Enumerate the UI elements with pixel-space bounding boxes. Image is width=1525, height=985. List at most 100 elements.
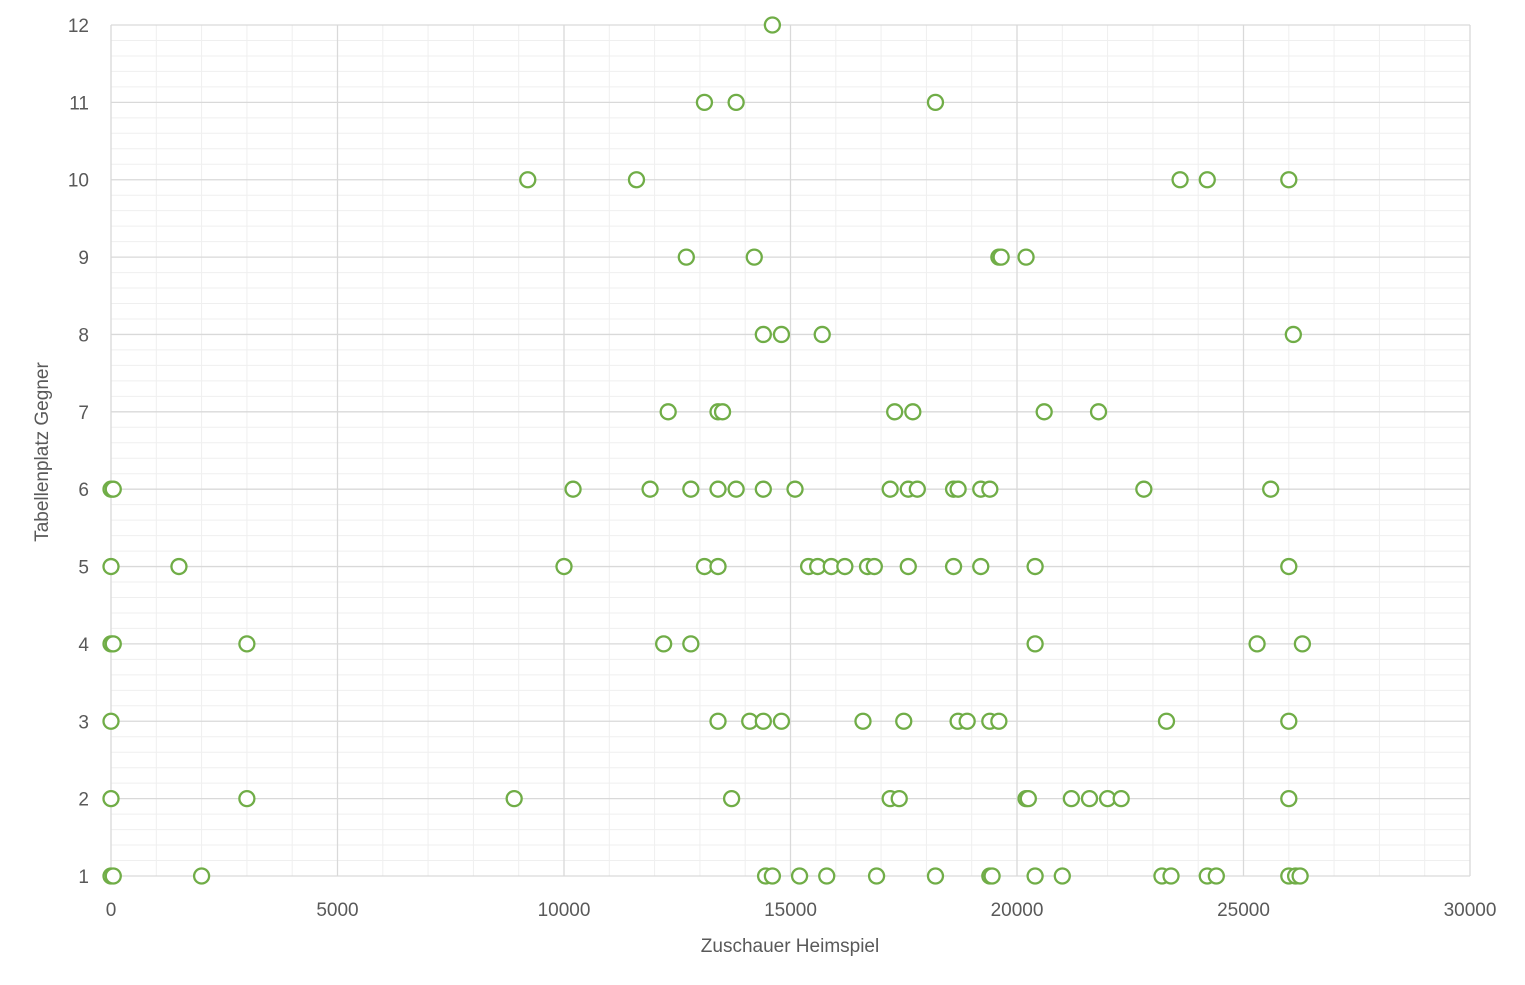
data-point (627, 171, 646, 189)
data-point (1157, 712, 1176, 730)
data-point (772, 325, 791, 344)
data-point (1089, 403, 1108, 421)
y-axis-title: Tabellenplatz Gegner (32, 362, 53, 542)
x-tick-labels: 0 5000 10000 15000 20000 25000 30000 (106, 900, 1497, 921)
data-point (818, 867, 836, 885)
y-tick-label: 1 (78, 867, 89, 888)
y-tick-label: 8 (78, 325, 89, 346)
data-point (104, 867, 122, 885)
data-point (790, 867, 809, 885)
data-point (655, 635, 673, 653)
data-point (899, 557, 917, 576)
data-point (104, 635, 122, 653)
data-point (1280, 557, 1298, 576)
data-point (102, 712, 120, 730)
data-point (990, 712, 1008, 730)
data-point (754, 712, 772, 730)
data-point (682, 480, 700, 498)
data-point (972, 557, 990, 576)
data-point (992, 248, 1010, 266)
data-point (722, 789, 741, 808)
y-tick-label: 7 (78, 403, 89, 424)
y-tick-label: 9 (78, 248, 89, 269)
data-point (1017, 248, 1035, 266)
y-tick-label: 2 (78, 790, 89, 811)
y-tick-label: 12 (68, 16, 89, 37)
data-point (1198, 171, 1216, 189)
data-point (1026, 867, 1044, 885)
data-point (763, 867, 782, 885)
data-point (926, 93, 945, 112)
data-point (505, 789, 523, 808)
data-point (1291, 867, 1309, 885)
data-point (908, 480, 926, 498)
data-point (709, 480, 727, 498)
data-point (867, 867, 886, 885)
x-tick-label: 15000 (764, 900, 817, 921)
x-tick-label: 30000 (1444, 900, 1497, 921)
data-point (102, 789, 120, 808)
x-axis-title: Zuschauer Heimspiel (701, 936, 879, 957)
data-point (983, 867, 1001, 885)
data-point (836, 557, 854, 576)
data-point (695, 93, 714, 112)
data-point (713, 403, 732, 421)
data-point (1293, 635, 1312, 653)
data-point (786, 480, 804, 498)
grid-layer (110, 24, 1471, 877)
data-point (564, 480, 582, 498)
data-point (238, 635, 256, 653)
x-tick-label: 20000 (991, 900, 1044, 921)
data-point (1026, 635, 1044, 653)
data-point (1284, 325, 1302, 344)
data-point (641, 480, 659, 498)
data-point (1135, 480, 1153, 498)
data-point (1207, 867, 1225, 885)
data-point (854, 712, 872, 730)
data-point (519, 171, 537, 189)
data-point (1171, 171, 1189, 189)
data-point (763, 16, 782, 34)
data-point (754, 325, 772, 344)
x-tick-label: 0 (106, 900, 117, 921)
data-point (944, 557, 963, 576)
data-point (1062, 789, 1081, 808)
data-point (192, 867, 211, 885)
data-point (709, 712, 727, 730)
data-point (682, 635, 700, 653)
data-point (881, 480, 899, 498)
data-point (709, 557, 727, 576)
data-point (659, 403, 677, 421)
data-point (981, 480, 999, 498)
data-point (813, 325, 831, 344)
data-point (745, 248, 763, 266)
data-point (1280, 789, 1298, 808)
data-point (949, 480, 967, 498)
data-point (1026, 557, 1044, 576)
data-point (904, 403, 922, 421)
x-tick-label: 10000 (538, 900, 591, 921)
data-point (958, 712, 976, 730)
x-tick-label: 5000 (316, 900, 358, 921)
y-tick-label: 11 (69, 93, 89, 114)
data-point (1053, 867, 1071, 885)
data-point (754, 480, 772, 498)
data-point (1162, 867, 1180, 885)
data-point (926, 867, 945, 885)
data-point (1280, 171, 1298, 189)
y-tick-label: 6 (78, 480, 89, 501)
y-tick-label: 5 (78, 558, 89, 579)
data-point (1248, 635, 1266, 653)
data-point (1035, 403, 1053, 421)
data-point (1019, 789, 1037, 808)
y-tick-label: 10 (68, 171, 89, 192)
data-point (555, 557, 573, 576)
data-point (895, 712, 913, 730)
data-point (238, 789, 256, 808)
data-points (102, 16, 1312, 885)
data-point (1280, 712, 1298, 730)
data-point (886, 403, 904, 421)
